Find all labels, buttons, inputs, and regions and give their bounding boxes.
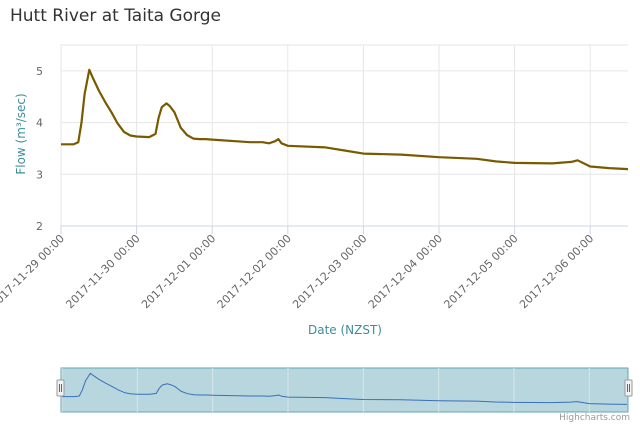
navigator-handle-right[interactable] <box>624 379 633 397</box>
x-tick-label: 2017-12-04 00:00 <box>366 232 445 311</box>
navigator-background <box>60 367 629 413</box>
chart-title: Hutt River at Taita Gorge <box>10 6 221 26</box>
navigator[interactable] <box>56 367 633 413</box>
x-tick-label: 2017-12-06 00:00 <box>517 232 596 311</box>
grid-layer <box>60 44 628 227</box>
x-axis-title: Date (NZST) <box>308 323 382 337</box>
y-tick-label: 2 <box>36 220 43 233</box>
x-tick-label: 2017-11-30 00:00 <box>63 232 142 311</box>
y-tick-label: 5 <box>36 65 43 78</box>
y-axis-title: Flow (m³/sec) <box>14 93 28 174</box>
y-tick-label: 4 <box>36 117 43 130</box>
x-tick-label: 2017-12-03 00:00 <box>290 232 369 311</box>
x-tick-label: 2017-12-05 00:00 <box>441 232 520 311</box>
x-tick-label: 2017-11-29 00:00 <box>0 232 67 311</box>
x-tick-label: 2017-12-02 00:00 <box>215 232 294 311</box>
navigator-handle-left[interactable] <box>56 379 65 397</box>
credits-link[interactable]: Highcharts.com <box>559 413 630 423</box>
navigator-series-line <box>62 372 628 405</box>
y-tick-label: 3 <box>36 168 43 181</box>
x-tick-label: 2017-12-01 00:00 <box>139 232 218 311</box>
flow-series-line <box>61 68 629 171</box>
